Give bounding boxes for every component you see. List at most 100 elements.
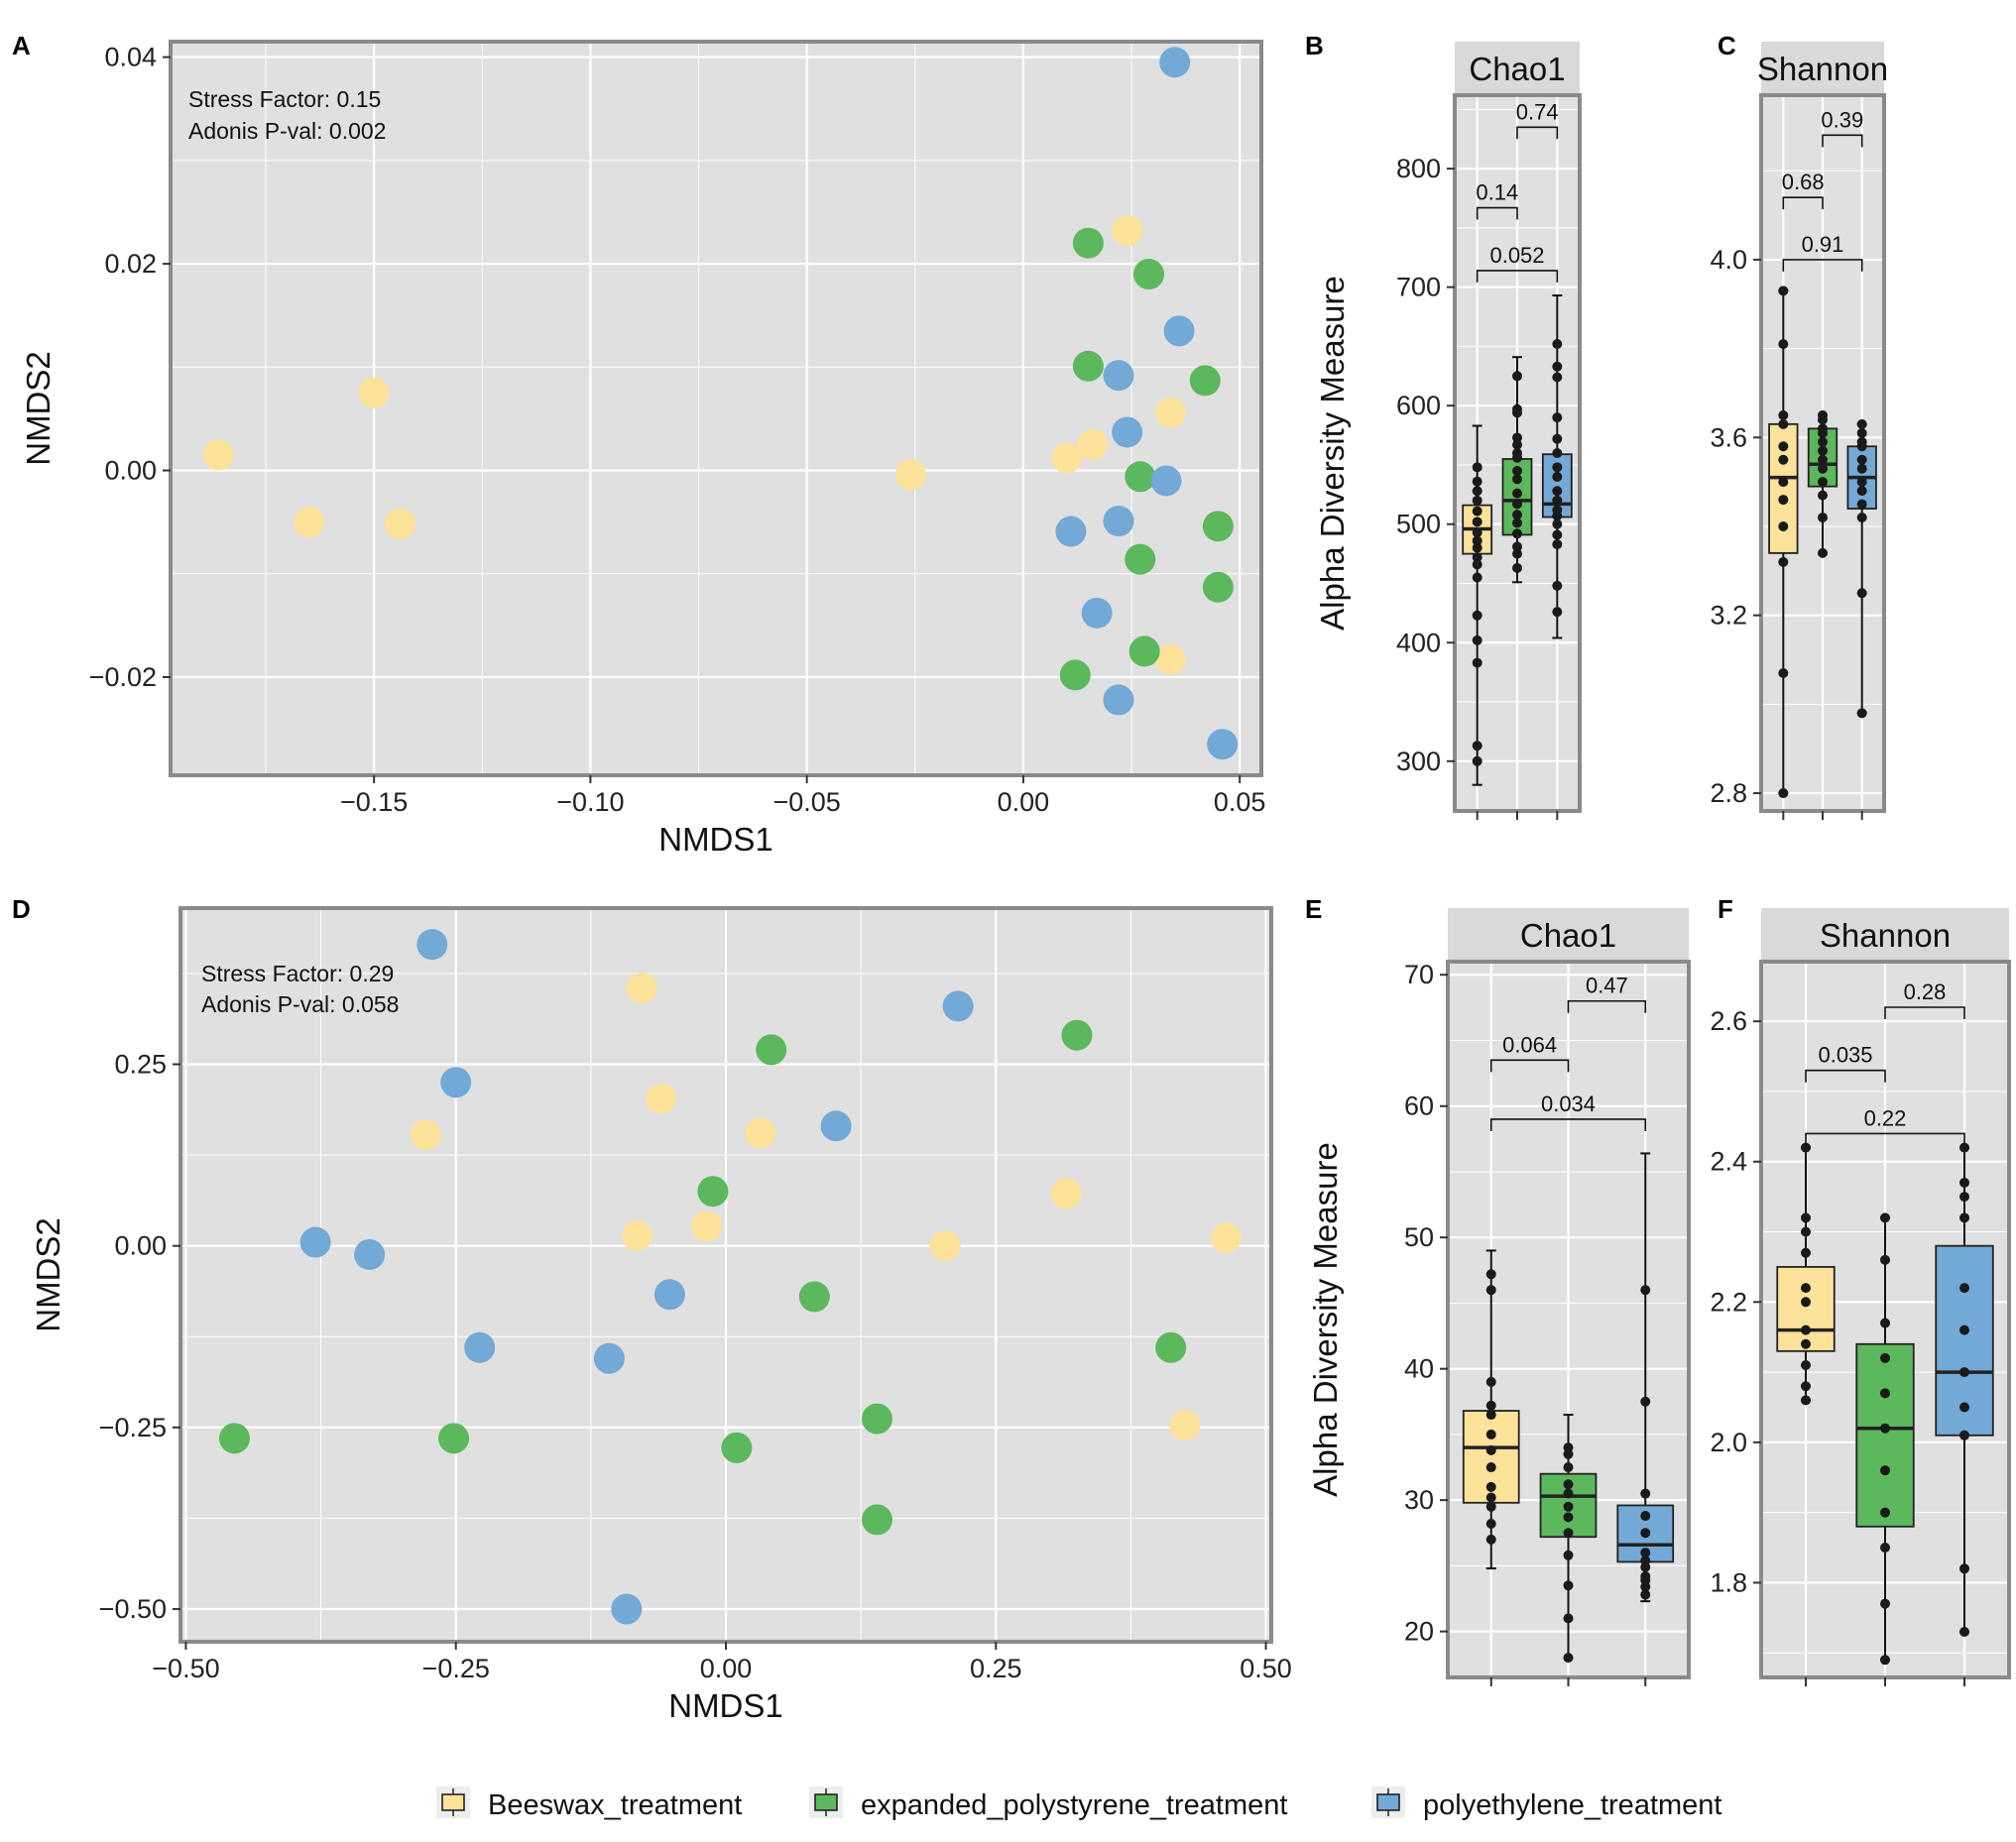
facet-strip-label: Chao1 bbox=[1520, 917, 1616, 954]
data-point bbox=[1640, 1396, 1651, 1407]
data-point bbox=[1512, 488, 1522, 499]
legend-label: Beeswax_treatment bbox=[488, 1789, 742, 1821]
data-point bbox=[861, 1504, 892, 1536]
data-point bbox=[1801, 1247, 1811, 1258]
y-axis-label: NMDS2 bbox=[30, 1217, 66, 1332]
data-point bbox=[1128, 635, 1160, 667]
data-point bbox=[1801, 1360, 1811, 1371]
x-tick-label: 0.50 bbox=[1240, 1654, 1292, 1683]
data-point bbox=[1472, 506, 1482, 517]
facet-strip bbox=[1455, 42, 1580, 95]
data-point bbox=[1072, 350, 1104, 382]
data-point bbox=[1959, 1324, 1969, 1335]
x-tick-label: 0.25 bbox=[970, 1654, 1022, 1683]
data-point bbox=[1485, 1444, 1496, 1455]
data-point bbox=[1563, 1462, 1574, 1473]
data-point bbox=[1818, 463, 1828, 474]
x-tick-label: 0.05 bbox=[1214, 787, 1266, 817]
legend-label: expanded_polystyrene_treatment bbox=[861, 1789, 1287, 1821]
data-point bbox=[416, 929, 448, 961]
data-point bbox=[1202, 511, 1234, 542]
data-point bbox=[1801, 1226, 1811, 1237]
data-point bbox=[1112, 416, 1143, 448]
data-point bbox=[1485, 1462, 1496, 1473]
data-point bbox=[1856, 588, 1867, 599]
y-axis-label: Alpha Diversity Measure bbox=[1314, 276, 1351, 631]
data-point bbox=[1778, 409, 1789, 420]
data-point bbox=[1801, 1142, 1811, 1153]
data-point bbox=[1856, 708, 1867, 719]
data-point bbox=[1959, 1212, 1969, 1223]
data-point bbox=[1552, 580, 1563, 591]
data-point bbox=[721, 1432, 753, 1463]
data-point bbox=[1472, 741, 1482, 751]
data-point bbox=[626, 973, 657, 1004]
data-point bbox=[1880, 1254, 1890, 1265]
data-point bbox=[1472, 542, 1482, 553]
data-point bbox=[611, 1593, 643, 1625]
data-point bbox=[1133, 259, 1165, 290]
data-point bbox=[861, 1403, 892, 1435]
data-point bbox=[1880, 1598, 1890, 1609]
data-point bbox=[756, 1034, 787, 1066]
data-point bbox=[1959, 1563, 1969, 1574]
data-point bbox=[1880, 1212, 1890, 1223]
data-point bbox=[1072, 227, 1104, 259]
significance-bracket bbox=[1516, 126, 1559, 140]
data-point bbox=[1778, 441, 1789, 452]
significance-bracket bbox=[1489, 1118, 1647, 1131]
y-tick-label: 4.0 bbox=[1710, 245, 1747, 275]
p-value-label: 0.39 bbox=[1821, 107, 1863, 132]
data-point bbox=[622, 1219, 653, 1251]
data-point bbox=[646, 1083, 677, 1114]
y-tick-label: 500 bbox=[1396, 510, 1441, 539]
data-point bbox=[1818, 436, 1828, 447]
x-tick-label: −0.25 bbox=[422, 1654, 490, 1683]
data-point bbox=[1959, 1283, 1969, 1294]
y-tick-label: 1.8 bbox=[1710, 1567, 1747, 1597]
data-point bbox=[1818, 513, 1828, 523]
data-point bbox=[1154, 397, 1186, 428]
data-point bbox=[1472, 535, 1482, 546]
data-point bbox=[1856, 436, 1867, 447]
data-point bbox=[1818, 454, 1828, 465]
data-point bbox=[440, 1067, 472, 1098]
p-value-label: 0.064 bbox=[1502, 1032, 1557, 1057]
data-point bbox=[1081, 597, 1113, 629]
data-point bbox=[1552, 495, 1563, 506]
data-point bbox=[1103, 684, 1134, 716]
y-tick-label: 3.6 bbox=[1710, 422, 1747, 452]
data-point bbox=[1640, 1285, 1651, 1296]
data-point bbox=[1485, 1519, 1496, 1530]
y-tick-label: 0.25 bbox=[114, 1050, 167, 1080]
data-point bbox=[1818, 490, 1828, 501]
data-point bbox=[1552, 372, 1563, 383]
p-value-label: 0.74 bbox=[1516, 99, 1559, 124]
panel-c: C Shannon 0.68 0.39 0.91 2.8 3.2 3.6 4.0 bbox=[1710, 31, 1888, 820]
data-point bbox=[1159, 47, 1191, 78]
panel-label: C bbox=[1718, 31, 1736, 60]
data-point bbox=[1563, 1512, 1574, 1523]
data-point bbox=[1552, 339, 1563, 350]
data-point bbox=[1485, 1492, 1496, 1503]
data-point bbox=[1778, 418, 1789, 429]
data-point bbox=[1472, 755, 1482, 766]
panel-d: D −0.50 −0.25 0.00 0.25 0.50 −0.50 −0.25 0.00 0.2… bbox=[12, 894, 1292, 1724]
data-point bbox=[1154, 643, 1186, 675]
x-tick-label: 0.00 bbox=[700, 1654, 753, 1683]
facet-strip-label: Shannon bbox=[1757, 51, 1888, 87]
data-point bbox=[1472, 495, 1482, 506]
data-point bbox=[1207, 729, 1239, 760]
data-point bbox=[1818, 423, 1828, 434]
x-tick-label: −0.05 bbox=[773, 787, 841, 817]
data-point bbox=[1472, 462, 1482, 473]
data-point bbox=[1485, 1400, 1496, 1411]
data-point bbox=[1959, 1430, 1969, 1440]
x-tick-label: 0.00 bbox=[998, 787, 1050, 817]
y-tick-label: 0.04 bbox=[104, 43, 157, 72]
data-point bbox=[1880, 1465, 1890, 1476]
significance-bracket bbox=[1476, 206, 1518, 220]
y-tick-label: 300 bbox=[1396, 747, 1441, 776]
data-point bbox=[1512, 528, 1522, 539]
y-tick-label: 70 bbox=[1404, 960, 1434, 989]
